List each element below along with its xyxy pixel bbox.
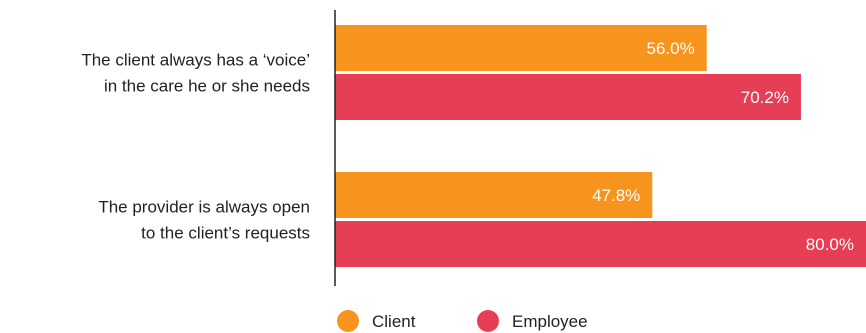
category-labels: The client always has a ‘voice’ in the ca… (81, 51, 310, 243)
category-label: The provider is always open (98, 198, 310, 217)
bar-value-label: 70.2% (741, 88, 789, 107)
bar-employee-1 (335, 74, 801, 120)
legend-label-employee: Employee (512, 312, 588, 331)
bar-value-label: 80.0% (806, 235, 854, 254)
bar-employee-2 (335, 221, 866, 267)
category-label: to the client’s requests (141, 224, 310, 243)
bar-client-1 (335, 25, 707, 71)
category-label: in the care he or she needs (104, 77, 310, 96)
bar-value-label: 56.0% (646, 39, 694, 58)
legend-swatch-employee (477, 310, 499, 332)
legend-swatch-client (337, 310, 359, 332)
legend: Client Employee (337, 310, 588, 332)
bar-value-labels: 56.0% 70.2% 47.8% 80.0% (592, 39, 854, 254)
bar-value-label: 47.8% (592, 186, 640, 205)
bars (335, 25, 866, 267)
legend-label-client: Client (372, 312, 416, 331)
bar-client-2 (335, 172, 653, 218)
category-label: The client always has a ‘voice’ (81, 51, 310, 70)
